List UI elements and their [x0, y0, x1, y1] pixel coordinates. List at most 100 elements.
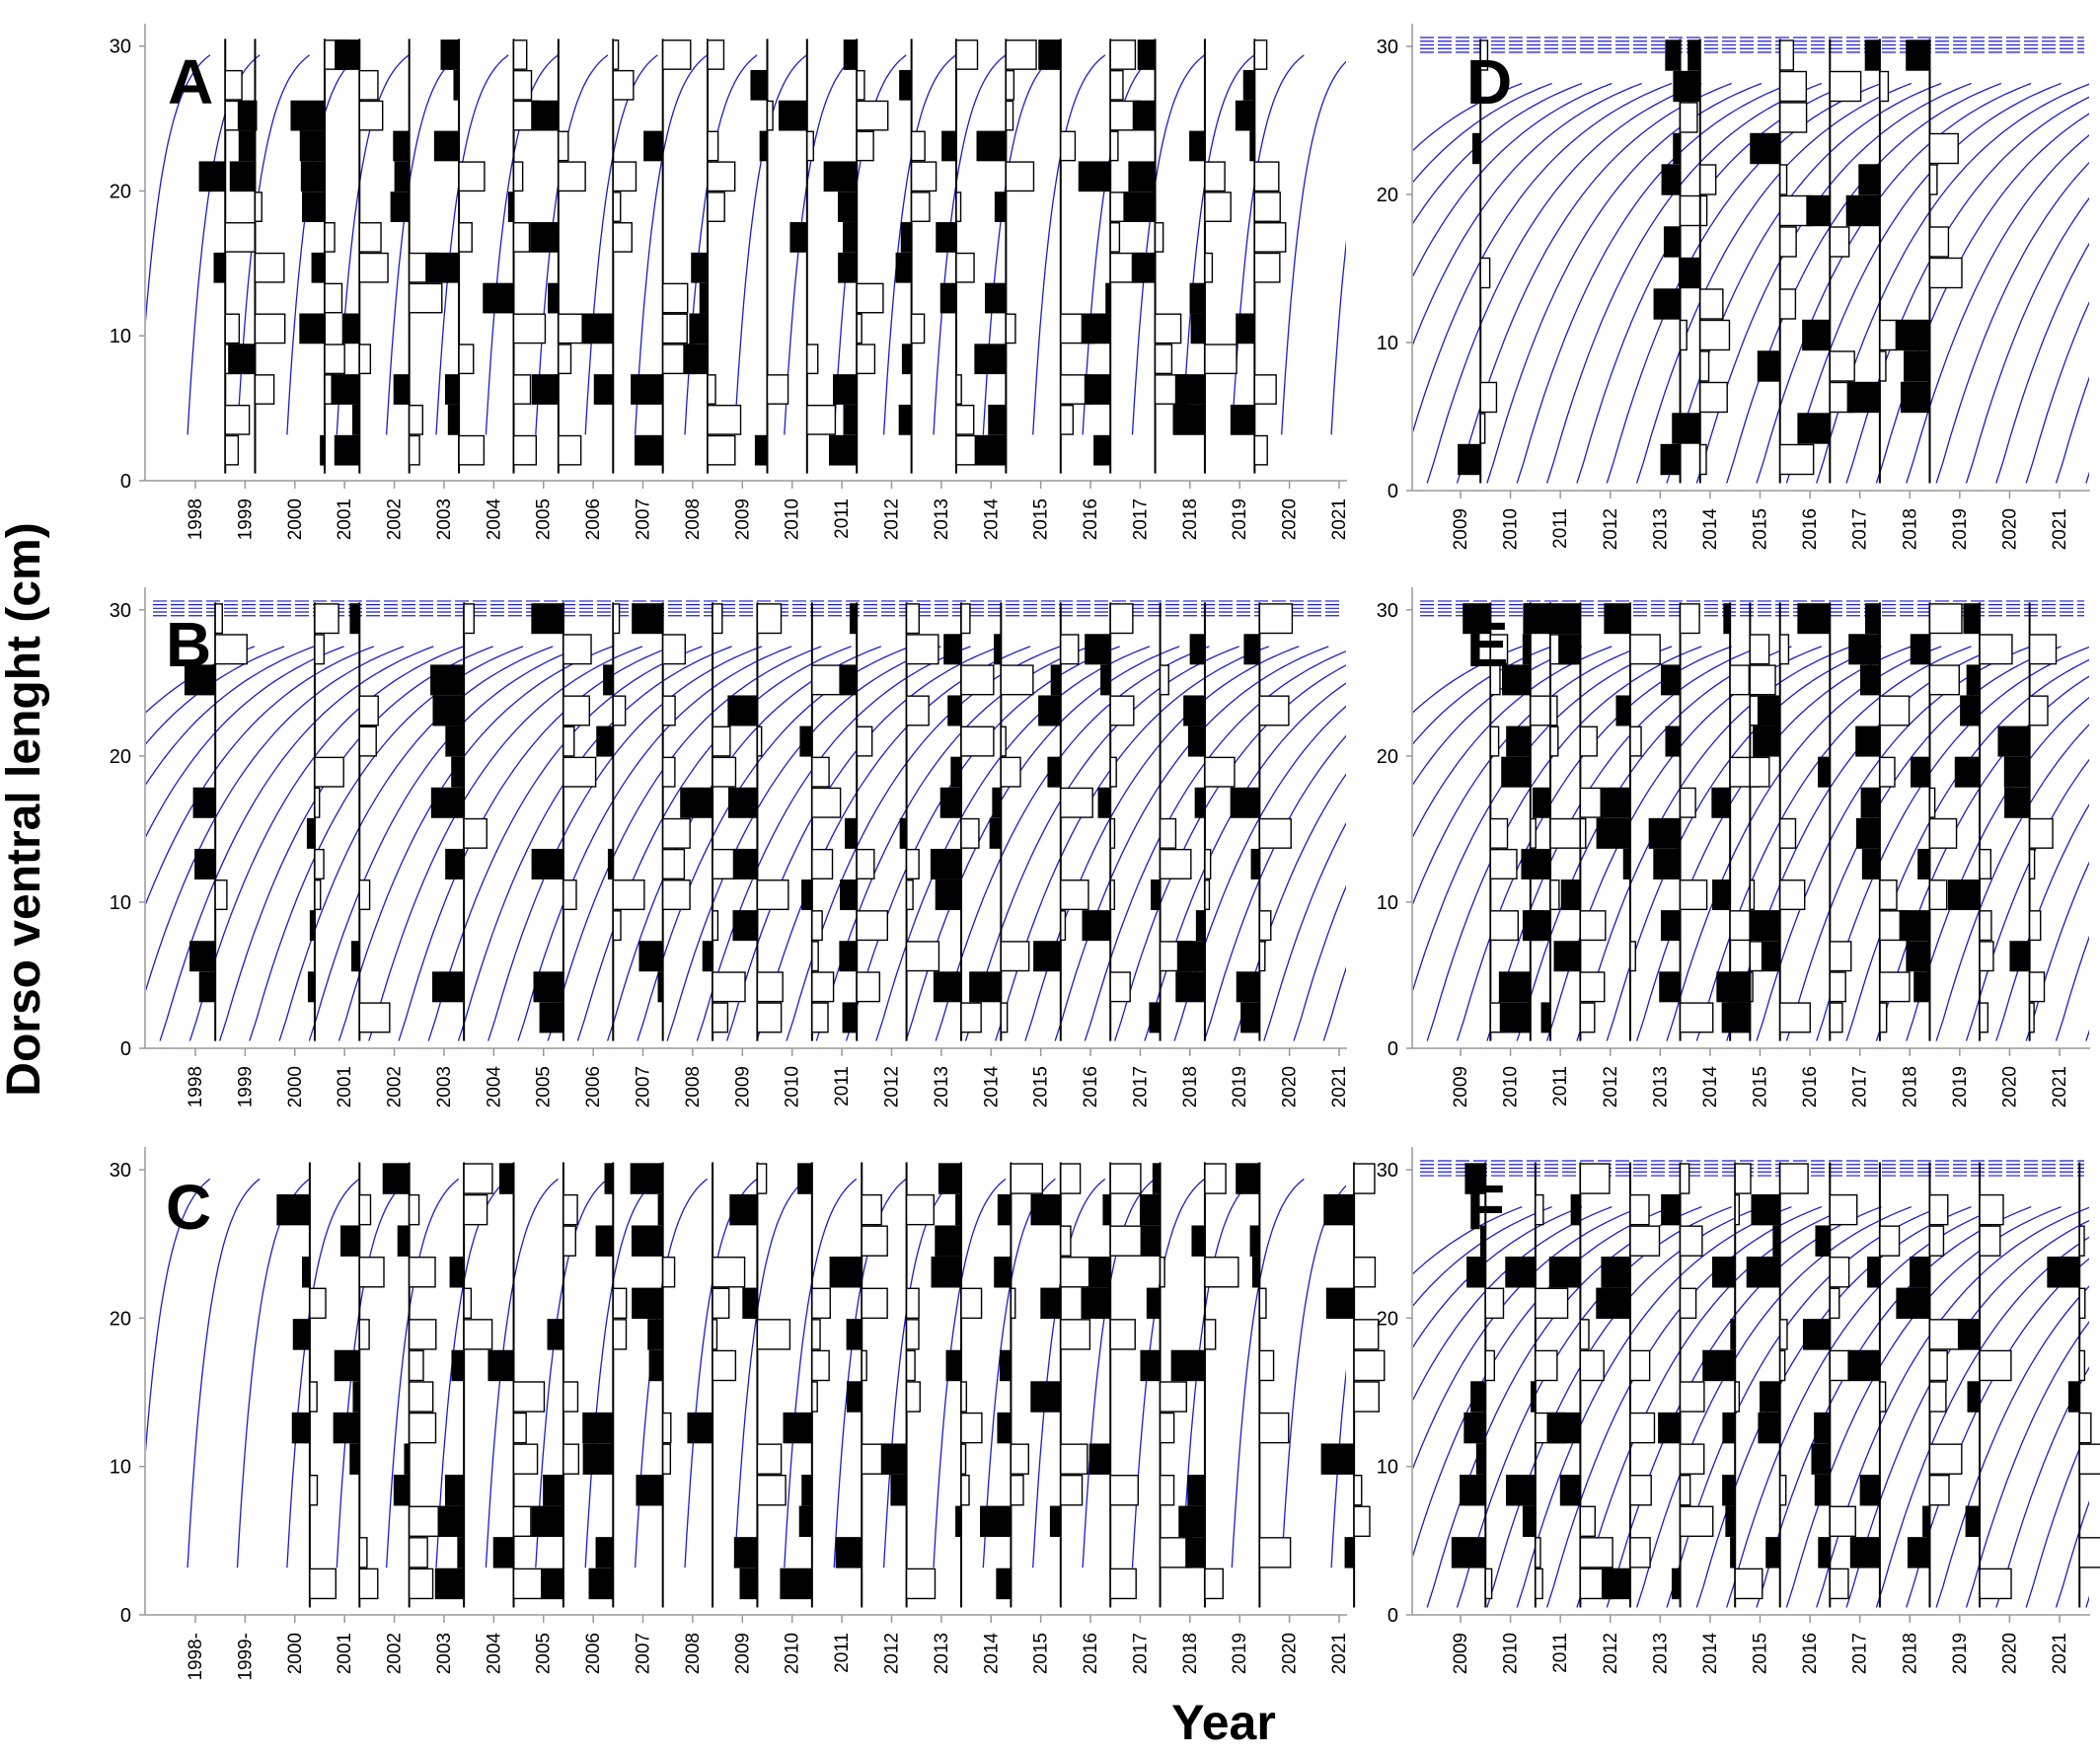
histogram-bar-positive	[632, 1287, 664, 1320]
x-tick-label: 2003	[434, 498, 455, 540]
histogram-bar-negative	[1530, 817, 1537, 849]
x-tick-label: 2006	[583, 1066, 604, 1108]
growth-curve	[1426, 646, 1702, 1041]
histogram-bar-negative	[1734, 1567, 1763, 1600]
histogram-bar-negative	[1779, 288, 1797, 320]
histogram-bar-negative	[1579, 1002, 1596, 1033]
histogram-bar-negative	[661, 1257, 676, 1288]
histogram-bar-positive	[300, 161, 326, 192]
histogram-bar-negative	[1928, 1381, 1947, 1413]
histogram-bar-negative	[661, 1443, 672, 1475]
histogram-bar-positive	[647, 1319, 664, 1350]
histogram-bar-negative	[358, 1257, 385, 1288]
histogram-bar-negative	[960, 664, 995, 696]
growth-curve	[1606, 646, 1882, 1041]
histogram-bar-positive	[1088, 1257, 1111, 1288]
histogram-bar-negative	[512, 1443, 539, 1475]
x-tick-label: 2007	[634, 498, 654, 540]
histogram-bar-positive	[1665, 39, 1682, 71]
histogram-bar-positive	[1672, 413, 1701, 444]
histogram-bar-negative	[1779, 164, 1788, 195]
histogram-bar-negative	[612, 161, 638, 192]
histogram-bar-negative	[856, 971, 881, 1003]
histogram-bar-positive	[1730, 1537, 1736, 1568]
histogram-bar-negative	[756, 879, 789, 911]
growth-curve	[1785, 646, 2062, 1041]
histogram-bar-negative	[324, 282, 343, 314]
histogram-bar-negative	[1010, 1163, 1044, 1194]
x-tick-label: 2008	[683, 1633, 704, 1674]
growth-curve	[733, 1178, 807, 1568]
x-tick-label: 2019	[1950, 508, 1971, 550]
histogram-bar-negative	[1353, 1349, 1386, 1382]
x-tick-label: 2020	[1280, 498, 1301, 540]
histogram-bar-positive	[433, 130, 460, 162]
histogram-bar-positive	[1475, 1443, 1486, 1475]
x-tick-label: 2003	[434, 1066, 455, 1108]
y-tick-label: 10	[1377, 1457, 1398, 1479]
growth-curve	[1413, 82, 1552, 184]
histogram-bar-positive	[691, 252, 709, 283]
histogram-bar-negative	[1204, 252, 1214, 283]
histogram-bar-positive	[975, 434, 1008, 466]
growth-curve	[1816, 646, 2089, 1041]
histogram-bar-positive	[829, 434, 858, 466]
histogram-bar-positive	[445, 726, 465, 757]
histogram-bar-negative	[224, 69, 243, 101]
histogram-bar-negative	[1679, 1505, 1714, 1538]
histogram-bar-negative	[1699, 319, 1731, 351]
histogram-bar-positive	[732, 910, 759, 942]
histogram-bar-positive	[1320, 1443, 1355, 1475]
histogram-bar-positive	[1604, 603, 1631, 635]
histogram-bar-positive	[349, 603, 360, 635]
x-tick-label: 2017	[1850, 1633, 1871, 1674]
histogram-bar-negative	[661, 1412, 672, 1444]
histogram-bar-positive	[1814, 1474, 1832, 1506]
histogram-bar-negative	[458, 161, 486, 192]
histogram-bar-positive	[431, 971, 465, 1003]
histograms-f	[1451, 1162, 2100, 1608]
histogram-bar-negative	[811, 1319, 821, 1350]
x-tick-label: 2016	[1800, 1633, 1821, 1674]
growth-curve	[1726, 1205, 2002, 1608]
x-tick-label: 2021	[2050, 1633, 2070, 1674]
histogram-bar-negative	[1353, 1257, 1377, 1288]
histogram-bar-positive	[899, 69, 913, 101]
histogram-bar-positive	[1236, 971, 1261, 1003]
histogram-bar-negative	[1829, 971, 1846, 1003]
histogram-bar-positive	[1195, 910, 1206, 942]
histogram-bar-negative	[1679, 102, 1698, 133]
y-tick-label: 0	[1388, 1605, 1398, 1627]
growth-curve	[1413, 82, 1673, 433]
histogram-bar-negative	[1535, 1193, 1544, 1226]
histogram-bar-negative	[960, 1443, 967, 1475]
histogram-bar-negative	[1258, 941, 1266, 972]
histogram-bar-positive	[1498, 971, 1532, 1003]
histogram-bar-negative	[562, 1381, 579, 1413]
histogram-bar-negative	[314, 787, 321, 818]
histogram-bar-positive	[1966, 664, 1981, 696]
histogram-bar-negative	[254, 191, 262, 222]
histogram-bar-positive	[1451, 1537, 1486, 1568]
x-tick-label: 2010	[1501, 1633, 1522, 1674]
x-tick-label: 2009	[732, 1633, 753, 1674]
histogram-bar-positive	[945, 1349, 962, 1382]
histogram-bar-negative	[1579, 1505, 1597, 1538]
growth-curve	[1935, 1285, 2089, 1608]
histogram-bar-negative	[1679, 194, 1708, 227]
histogram-bar-negative	[1629, 1225, 1661, 1257]
y-tick-label: 20	[110, 181, 131, 202]
histogram-bar-positive	[1907, 1537, 1931, 1568]
histogram-bar-negative	[2028, 1002, 2035, 1033]
histogram-bar-positive	[1900, 381, 1931, 414]
histogram-bar-negative	[358, 100, 384, 131]
histogram-bar-positive	[228, 344, 257, 375]
histogram-bar-negative	[2078, 1225, 2085, 1257]
y-tick-label: 20	[1377, 746, 1398, 768]
histogram-bar-negative	[1779, 226, 1797, 258]
x-tick-label: 2013	[932, 498, 952, 540]
histogram-bar-positive	[1470, 1381, 1486, 1413]
histogram-bar-negative	[1729, 910, 1752, 942]
histogram-bar-negative	[955, 434, 977, 466]
histogram-bar-negative	[1879, 695, 1911, 726]
